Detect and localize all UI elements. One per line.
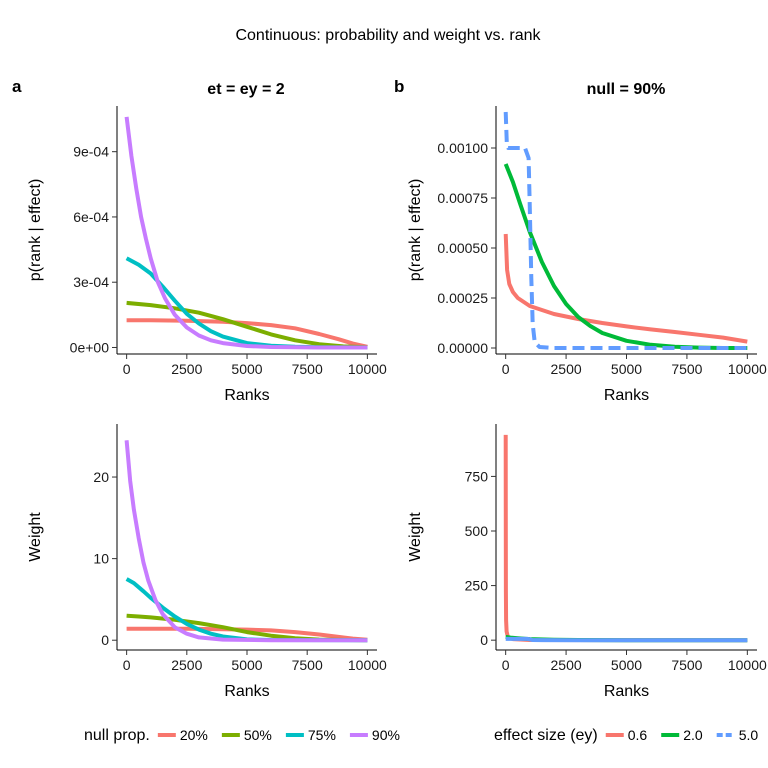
panel-b-bottom: 0 2500 5000 7500 10000 0 250 500 750 Ranks Weight (407, 424, 767, 700)
y-axis-title: p(rank | effect) (27, 179, 44, 282)
series-line-b-top-2 (503, 111, 748, 350)
strip-label-a: et = ey = 2 (207, 81, 284, 98)
series-line-b-bottom-2 (505, 636, 748, 643)
legend-0: null prop. 20% 50% 75% 90% (84, 727, 400, 744)
x-tick-label: 2500 (551, 361, 582, 377)
legend-label: 2.0 (683, 727, 703, 743)
y-axis-title: Weight (407, 512, 424, 562)
y-tick-label: 750 (465, 468, 489, 484)
panel-b-top: 0 2500 5000 7500 10000 0.00000 0.00025 0.00050 0… (407, 106, 767, 404)
y-tick-label: 500 (465, 523, 489, 539)
x-tick-label: 5000 (611, 361, 642, 377)
series-line-a-top-3 (124, 116, 368, 350)
x-tick-label: 5000 (231, 361, 262, 377)
x-tick-label: 7500 (671, 361, 702, 377)
y-tick-label: 6e-04 (73, 209, 109, 225)
figure-title: Continuous: probability and weight vs. r… (235, 27, 541, 44)
panel-tag-b: b (394, 77, 404, 96)
y-axis-title: p(rank | effect) (407, 179, 424, 282)
x-tick-label: 2500 (171, 361, 202, 377)
legend-label: 0.6 (628, 727, 648, 743)
y-tick-label: 0 (101, 632, 109, 648)
y-tick-label: 0e+00 (70, 339, 110, 355)
x-tick-label: 0 (123, 657, 131, 673)
legend-label: 20% (180, 727, 208, 743)
legend-title: effect size (ey) (494, 727, 598, 744)
y-axis-title: Weight (27, 512, 44, 562)
y-tick-label: 10 (93, 551, 109, 567)
strip-label-b: null = 90% (587, 81, 666, 98)
x-tick-label: 10000 (348, 657, 387, 673)
y-tick-label: 0.00100 (437, 140, 488, 156)
legend-label: 5.0 (739, 727, 759, 743)
x-tick-label: 0 (502, 361, 510, 377)
legend-label: 50% (244, 727, 272, 743)
y-tick-label: 250 (465, 578, 489, 594)
series-line-a-top-0 (126, 318, 368, 349)
y-tick-label: 20 (93, 469, 109, 485)
x-axis-title: Ranks (604, 683, 649, 700)
x-tick-label: 0 (123, 361, 131, 377)
series-line-b-top-1 (503, 163, 748, 350)
y-tick-label: 0.00050 (437, 240, 488, 256)
x-axis-title: Ranks (604, 387, 649, 404)
x-tick-label: 7500 (671, 657, 702, 673)
x-tick-label: 5000 (231, 657, 262, 673)
series-line-b-bottom-0 (503, 434, 748, 643)
x-tick-label: 7500 (292, 657, 323, 673)
x-tick-label: 2500 (551, 657, 582, 673)
series-line-a-top-1 (126, 300, 368, 350)
x-tick-label: 2500 (171, 657, 202, 673)
series-line-a-bottom-3 (124, 440, 368, 643)
panel-a-top: 0 2500 5000 7500 10000 0e+00 3e-04 6e-04 9e-04 Ra… (27, 106, 387, 404)
legend-1: effect size (ey) 0.6 2.0 5.0 (494, 727, 758, 744)
legend-label: 90% (372, 727, 400, 743)
series-line-b-top-0 (503, 233, 748, 344)
x-tick-label: 10000 (728, 657, 767, 673)
panel-a-bottom: 0 2500 5000 7500 10000 0 10 20 Ranks Weight (27, 424, 387, 700)
x-tick-label: 10000 (348, 361, 387, 377)
panel-tag-a: a (12, 77, 22, 96)
x-tick-label: 10000 (728, 361, 767, 377)
y-tick-label: 9e-04 (73, 144, 109, 160)
x-tick-label: 7500 (292, 361, 323, 377)
y-tick-label: 0.00025 (437, 290, 488, 306)
series-line-a-top-2 (125, 256, 368, 350)
y-tick-label: 3e-04 (73, 274, 109, 290)
y-tick-label: 0.00075 (437, 190, 488, 206)
x-axis-title: Ranks (224, 387, 269, 404)
legend-title: null prop. (84, 727, 150, 744)
x-tick-label: 0 (502, 657, 510, 673)
legend-label: 75% (308, 727, 336, 743)
x-axis-title: Ranks (224, 683, 269, 700)
y-tick-label: 0 (480, 632, 488, 648)
x-tick-label: 5000 (611, 657, 642, 673)
y-tick-label: 0.00000 (437, 340, 488, 356)
